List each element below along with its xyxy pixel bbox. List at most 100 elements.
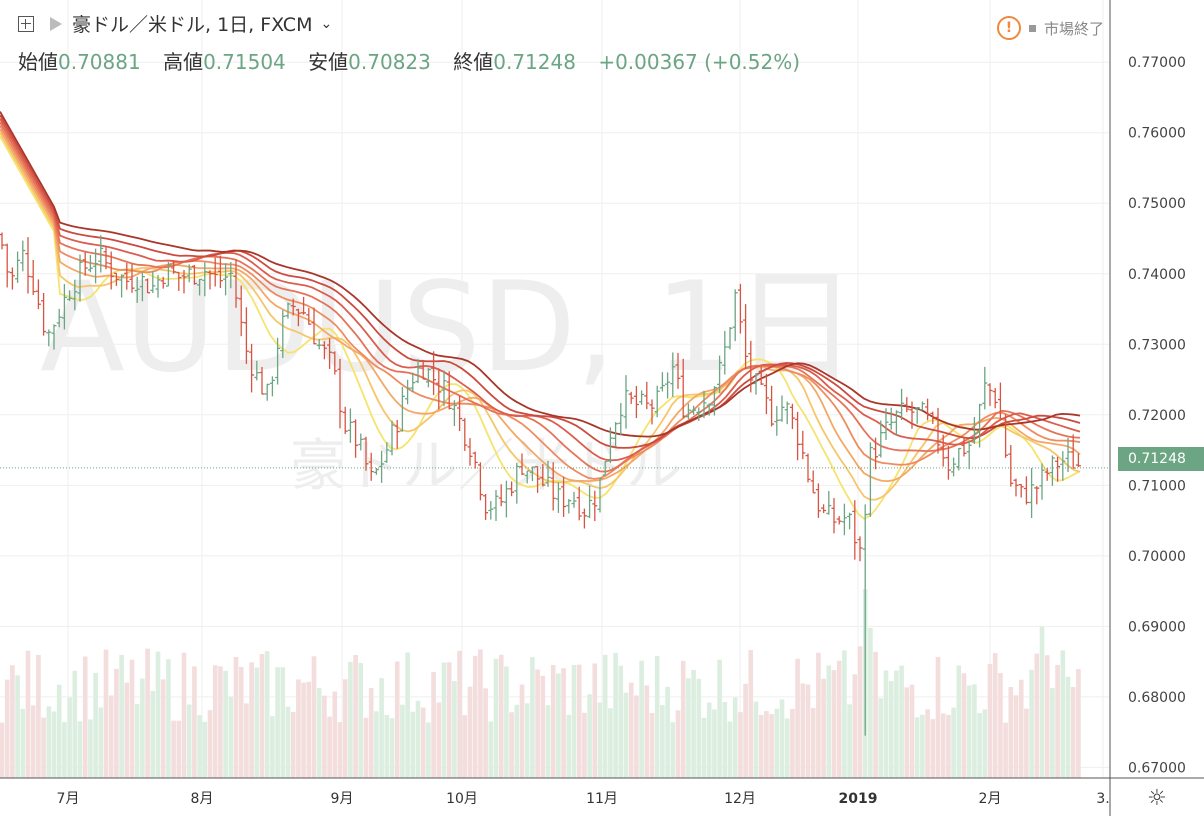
volume-bar bbox=[654, 656, 660, 778]
volume-bar bbox=[46, 706, 52, 778]
volume-bar bbox=[535, 669, 540, 778]
volume-bar bbox=[665, 686, 670, 778]
volume-bar bbox=[722, 702, 728, 778]
volume-bar bbox=[748, 650, 754, 778]
volume-bar bbox=[483, 688, 488, 778]
price-tick-label: 0.68000 bbox=[1128, 690, 1186, 706]
volume-bar bbox=[478, 649, 483, 778]
symbol-title[interactable]: 豪ドル／米ドル, 1日, FXCM bbox=[72, 14, 313, 36]
price-tick-label: 0.71000 bbox=[1128, 478, 1186, 494]
volume-bar bbox=[4, 679, 10, 778]
volume-bar bbox=[457, 650, 462, 778]
volume-bar bbox=[129, 659, 135, 778]
time-tick-label: 12月 bbox=[724, 791, 756, 807]
volume-bar bbox=[769, 714, 774, 778]
moving-average-line bbox=[0, 114, 1081, 449]
price-tick-label: 0.72000 bbox=[1128, 408, 1186, 424]
time-tick-label: 3. bbox=[1096, 791, 1109, 807]
volume-bar bbox=[987, 663, 993, 778]
volume-bar bbox=[701, 717, 707, 778]
volume-bar bbox=[868, 627, 873, 778]
volume-bar bbox=[857, 646, 863, 778]
volume-bar bbox=[160, 679, 166, 778]
volume-bar bbox=[758, 714, 764, 778]
volume-bar bbox=[181, 652, 187, 778]
volume-bar bbox=[374, 711, 379, 778]
warning-icon[interactable]: ! bbox=[996, 16, 1021, 40]
volume-bar bbox=[956, 665, 962, 778]
volume-bar bbox=[1060, 650, 1066, 778]
volume-bar bbox=[1008, 687, 1014, 778]
volume-bar bbox=[82, 656, 88, 778]
time-tick-label: 9月 bbox=[331, 791, 354, 807]
volume-bar bbox=[488, 721, 494, 778]
volume-bar bbox=[171, 720, 176, 778]
volume-bar bbox=[972, 684, 977, 778]
volume-bar bbox=[935, 656, 941, 778]
volume-bar bbox=[150, 690, 156, 778]
volume-bar bbox=[25, 650, 31, 778]
volume-bar bbox=[467, 686, 473, 778]
volume-bar bbox=[462, 715, 468, 778]
settings-gear-icon[interactable]: ☼ bbox=[1147, 786, 1167, 811]
volume-bar bbox=[207, 710, 213, 778]
volume-bar bbox=[1024, 708, 1029, 778]
volume-bar bbox=[1003, 722, 1008, 778]
volume-bar bbox=[1076, 669, 1081, 778]
volume-bar bbox=[727, 721, 733, 778]
volume-bar bbox=[628, 682, 634, 778]
volume-bar bbox=[847, 704, 852, 778]
volume-bar bbox=[415, 700, 421, 778]
moving-average-line bbox=[0, 135, 1081, 520]
volume-bar bbox=[504, 666, 509, 778]
volume-bar bbox=[1070, 687, 1076, 778]
expand-icon[interactable] bbox=[18, 15, 34, 32]
volume-bar bbox=[311, 656, 317, 778]
volume-bar bbox=[946, 714, 951, 778]
volume-bar bbox=[743, 683, 748, 778]
volume-bar bbox=[644, 685, 650, 778]
volume-bar bbox=[951, 707, 956, 778]
high-label: 高値 bbox=[163, 50, 204, 74]
volume-bar bbox=[1018, 679, 1024, 778]
volume-bar bbox=[509, 712, 514, 778]
volume-bar bbox=[140, 678, 145, 778]
time-tick-label: 11月 bbox=[586, 791, 618, 807]
volume-bar bbox=[186, 704, 192, 778]
chevron-down-icon[interactable]: ⌄ bbox=[320, 15, 333, 32]
volume-bar bbox=[1029, 669, 1034, 778]
volume-bar bbox=[914, 717, 920, 778]
volume-bar bbox=[15, 675, 20, 778]
volume-bar bbox=[816, 652, 821, 778]
volume-bar bbox=[992, 653, 998, 778]
time-tick-label: 7月 bbox=[57, 791, 80, 807]
volume-bar bbox=[764, 711, 769, 778]
volume-bar bbox=[296, 679, 301, 778]
market-status-label: 市場終了 bbox=[1043, 19, 1104, 38]
volume-bar bbox=[790, 709, 795, 778]
volume-bar bbox=[842, 650, 847, 778]
volume-bar bbox=[982, 709, 988, 778]
volume-bar bbox=[618, 665, 624, 778]
volume-bar bbox=[353, 655, 358, 778]
volume-bar bbox=[348, 661, 353, 778]
volume-bar bbox=[233, 656, 239, 778]
volume-bar bbox=[51, 711, 57, 778]
volume-bar bbox=[530, 656, 535, 778]
volume-bar bbox=[405, 652, 410, 778]
volume-bar bbox=[738, 712, 743, 778]
volume-bar bbox=[998, 673, 1003, 778]
volume-bar bbox=[77, 721, 83, 778]
volume-bar bbox=[660, 705, 665, 778]
moving-average-line bbox=[0, 121, 1081, 473]
low-label: 安値 bbox=[308, 50, 349, 74]
volume-bar bbox=[852, 674, 858, 778]
flag-icon[interactable] bbox=[50, 16, 62, 31]
volume-bar bbox=[62, 722, 67, 778]
volume-bar bbox=[602, 654, 608, 778]
volume-bar bbox=[696, 678, 702, 778]
time-tick-label: 2月 bbox=[979, 791, 1002, 807]
volume-bar bbox=[223, 670, 228, 778]
volume-bar bbox=[920, 714, 925, 778]
